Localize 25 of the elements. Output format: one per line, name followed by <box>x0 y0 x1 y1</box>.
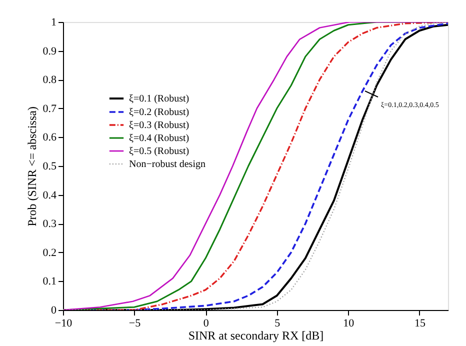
y-tick-label: 0.2 <box>42 246 56 259</box>
y-tick-label: 0.7 <box>42 102 57 115</box>
legend-label: ξ=0.1 (Robust) <box>129 94 190 104</box>
y-axis-title: Prob (SINR <= abscissa) <box>24 106 39 226</box>
y-tick-label: 0.8 <box>42 74 57 86</box>
x-tick-label: 15 <box>414 318 426 330</box>
x-tick-label: −10 <box>54 318 73 330</box>
x-axis-title: SINR at secondary RX [dB] <box>188 328 324 342</box>
y-tick-label: 0.6 <box>42 132 57 144</box>
x-tick-label: 0 <box>203 318 210 330</box>
x-tick-label: −5 <box>128 318 142 330</box>
legend-label: Non−robust design <box>129 159 206 170</box>
y-tick-label: 0.9 <box>42 45 57 58</box>
legend-label: ξ=0.3 (Robust) <box>129 120 190 131</box>
y-tick-label: 0.4 <box>42 189 57 202</box>
legend-label: ξ=0.5 (Robust) <box>129 146 190 157</box>
x-tick-label: 5 <box>274 318 281 330</box>
legend-label: ξ=0.2 (Robust) <box>129 107 190 118</box>
y-tick-label: 1 <box>51 16 56 28</box>
y-tick-label: 0.3 <box>42 218 57 230</box>
x-tick-label: 10 <box>343 318 355 330</box>
legend-label: ξ=0.4 (Robust) <box>129 133 190 144</box>
y-tick-label: 0.1 <box>42 276 56 288</box>
y-tick-label: 0.5 <box>42 160 57 172</box>
y-tick-label: 0 <box>51 304 57 316</box>
